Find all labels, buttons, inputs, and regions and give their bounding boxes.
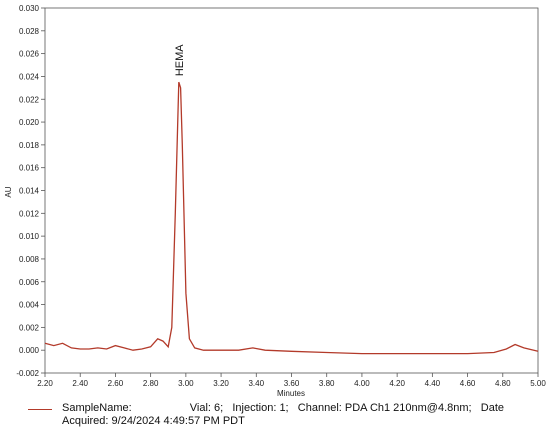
x-tick-label: 2.60 [108,379,124,388]
legend-line-2: Acquired: 9/24/2024 4:49:57 PM PDT [62,415,245,427]
y-tick-label: 0.030 [19,4,40,13]
x-tick-label: 3.40 [248,379,264,388]
y-tick-label: 0.012 [19,209,40,218]
legend-swatch [28,409,52,410]
x-tick-label: 3.20 [213,379,229,388]
legend-line-1: SampleName: Vial: 6; Injection: 1; Chann… [62,402,505,414]
y-tick-label: 0.024 [19,72,40,81]
x-tick-label: 4.00 [354,379,370,388]
x-tick-label: 4.40 [425,379,441,388]
x-axis: 2.20 2.40 2.60 2.80 3.00 3.20 3.40 3.60 3.80 4.00… [37,373,546,388]
y-tick-label: 0.004 [19,301,40,310]
y-tick-label: -0.002 [16,369,39,378]
x-tick-label: 2.20 [37,379,53,388]
legend: SampleName: Vial: 6; Injection: 1; Chann… [28,402,543,432]
y-tick-label: 0.020 [19,118,40,127]
y-axis: -0.002 0.000 0.002 0.004 0.006 0.008 0.010 0.01… [16,4,45,378]
x-tick-label: 3.00 [178,379,194,388]
y-axis-title: AU [4,186,13,197]
x-tick-label: 3.60 [284,379,300,388]
chromatogram-chart: 2.20 2.40 2.60 2.80 3.00 3.20 3.40 3.60 3.80 4.00… [4,4,546,398]
x-tick-label: 5.00 [530,379,546,388]
x-axis-title: Minutes [277,389,305,398]
x-tick-label: 2.40 [72,379,88,388]
x-tick-label: 4.60 [460,379,476,388]
x-tick-label: 4.20 [389,379,405,388]
y-tick-label: 0.028 [19,27,40,36]
y-tick-label: 0.010 [19,232,40,241]
y-tick-label: 0.006 [19,278,40,287]
x-tick-label: 4.80 [495,379,511,388]
y-tick-label: 0.016 [19,164,40,173]
y-tick-label: 0.014 [19,187,40,196]
series-line [44,81,539,355]
x-tick-label: 2.80 [143,379,159,388]
plot-frame [44,7,539,374]
y-tick-label: 0.026 [19,50,40,59]
peak-annotation: HEMA [174,44,186,76]
legend-text: SampleName: Vial: 6; Injection: 1; Chann… [62,402,542,428]
y-tick-label: 0.018 [19,141,40,150]
x-tick-label: 3.80 [319,379,335,388]
y-tick-label: 0.022 [19,95,40,104]
y-tick-label: 0.008 [19,255,40,264]
y-tick-label: 0.002 [19,323,40,332]
y-tick-label: 0.000 [19,346,40,355]
